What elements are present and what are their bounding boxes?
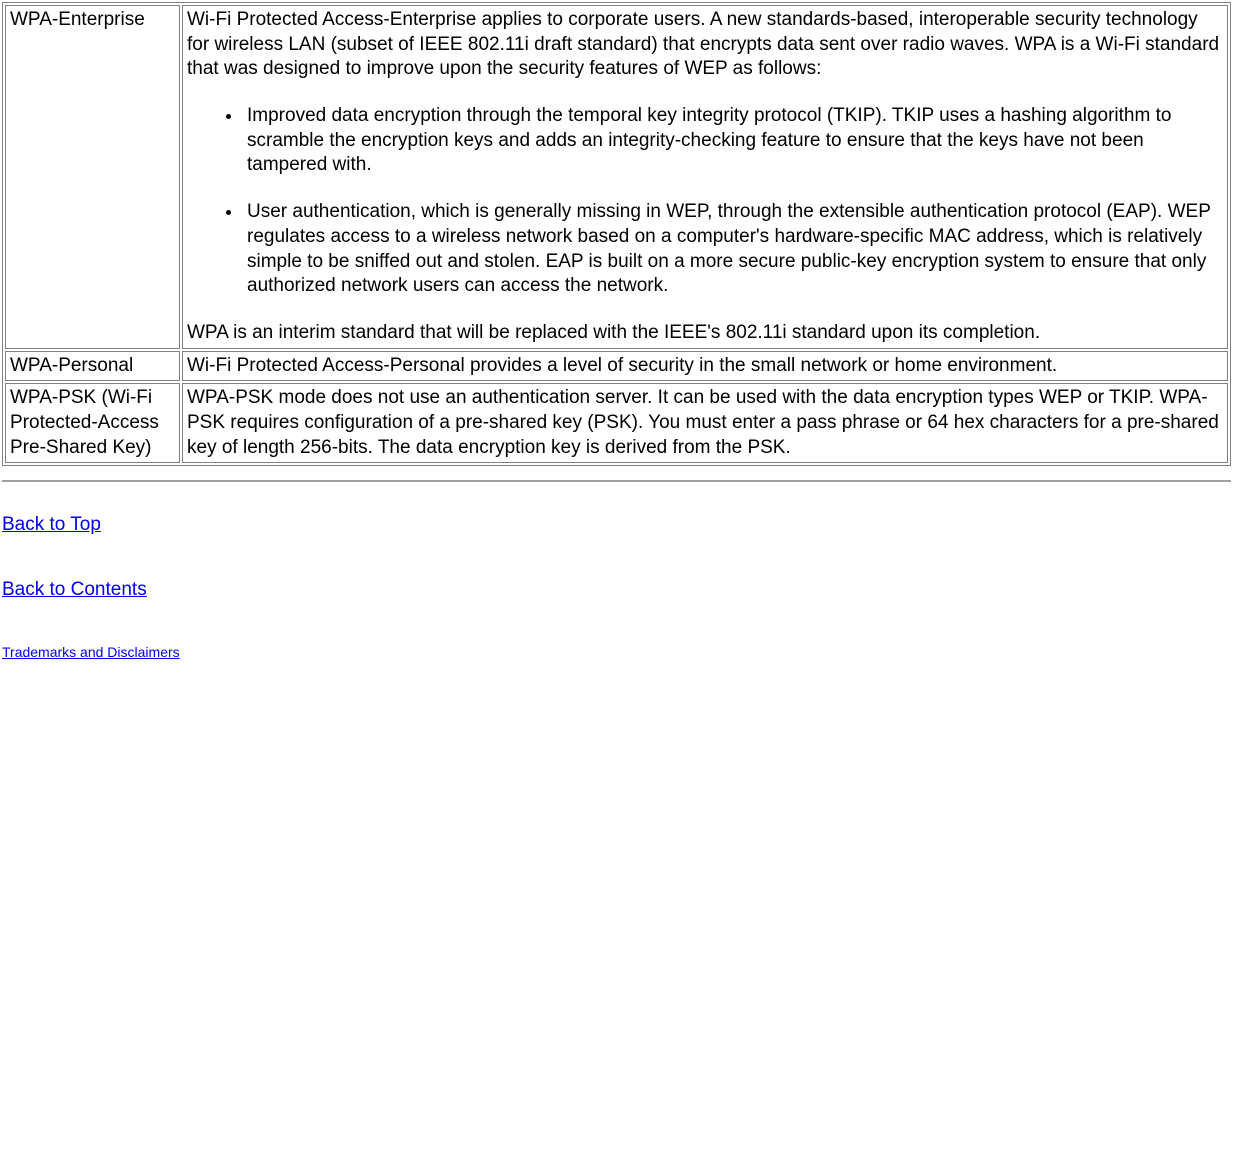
term-cell: WPA-PSK (Wi-Fi Protected-Access Pre-Shar… (5, 383, 180, 463)
divider (2, 480, 1231, 483)
glossary-table: WPA-Enterprise Wi-Fi Protected Access-En… (2, 2, 1231, 466)
back-to-contents-link[interactable]: Back to Contents (2, 578, 147, 603)
term-cell: WPA-Enterprise (5, 5, 180, 349)
table-row: WPA-Personal Wi-Fi Protected Access-Pers… (5, 351, 1228, 382)
table-row: WPA-Enterprise Wi-Fi Protected Access-En… (5, 5, 1228, 349)
definition-bullets: Improved data encryption through the tem… (187, 104, 1223, 299)
bullet-item: Improved data encryption through the tem… (243, 104, 1223, 178)
link-container: Trademarks and Disclaimers (2, 643, 1231, 661)
definition-cell: Wi-Fi Protected Access-Personal provides… (182, 351, 1228, 382)
bullet-item: User authentication, which is generally … (243, 200, 1223, 299)
definition-cell: Wi-Fi Protected Access-Enterprise applie… (182, 5, 1228, 349)
table-row: WPA-PSK (Wi-Fi Protected-Access Pre-Shar… (5, 383, 1228, 463)
definition-outro: WPA is an interim standard that will be … (187, 322, 1040, 343)
definition-cell: WPA-PSK mode does not use an authenticat… (182, 383, 1228, 463)
trademarks-link[interactable]: Trademarks and Disclaimers (2, 643, 180, 661)
link-container: Back to Contents (2, 578, 1231, 603)
definition-intro: Wi-Fi Protected Access-Enterprise applie… (187, 9, 1219, 79)
link-container: Back to Top (2, 513, 1231, 538)
back-to-top-link[interactable]: Back to Top (2, 513, 101, 538)
term-cell: WPA-Personal (5, 351, 180, 382)
